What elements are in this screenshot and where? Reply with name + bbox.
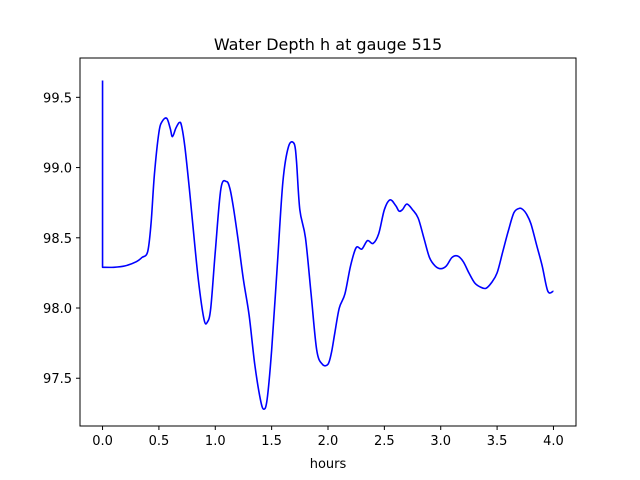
y-tick-label: 98.5 — [43, 232, 72, 247]
x-tick-label: 0.5 — [149, 434, 170, 449]
x-tick-label: 2.5 — [374, 434, 395, 449]
x-tick-label: 3.0 — [430, 434, 451, 449]
axis-ticks: 0.0 0.5 1.0 1.5 2.0 2.5 3.0 3.5 4.0 97.5 98.0 98.5 9… — [43, 91, 564, 449]
x-tick-label: 3.5 — [487, 434, 508, 449]
water-depth-series-line — [101, 80, 554, 410]
x-tick-label: 0.0 — [92, 434, 113, 449]
y-tick-label: 97.5 — [43, 372, 72, 387]
x-tick-label: 1.0 — [205, 434, 226, 449]
x-axis-label: hours — [310, 457, 347, 472]
plot-area — [101, 80, 554, 410]
chart-title: Water Depth h at gauge 515 — [214, 35, 442, 54]
y-tick-label: 98.0 — [43, 302, 72, 317]
y-tick-label: 99.0 — [43, 162, 72, 177]
axes-frame — [79, 57, 577, 427]
x-tick-label: 4.0 — [543, 434, 564, 449]
x-tick-label: 1.5 — [261, 434, 282, 449]
y-tick-label: 99.5 — [43, 91, 72, 106]
x-tick-label: 2.0 — [318, 434, 339, 449]
